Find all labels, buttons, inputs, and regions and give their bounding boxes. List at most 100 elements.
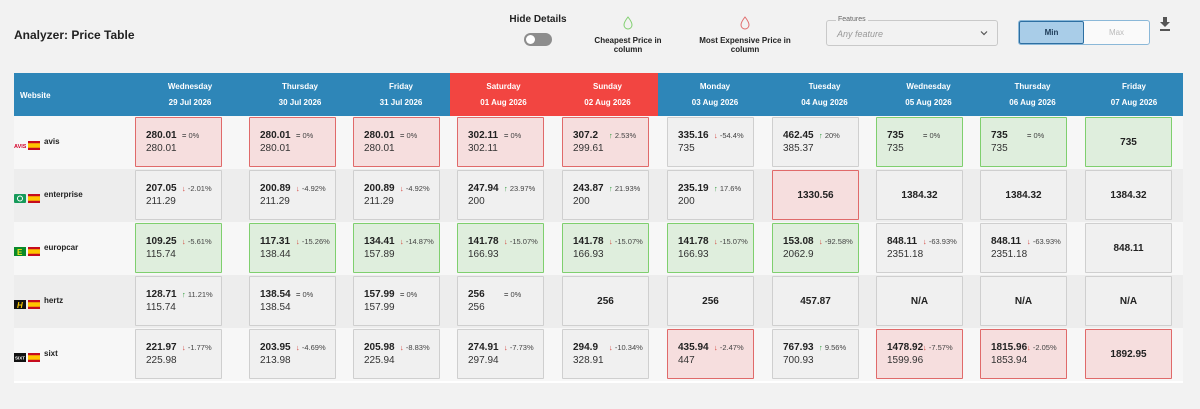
price-change-value: -15.26% <box>301 237 330 246</box>
price-cell[interactable]: 1384.32 <box>876 170 963 220</box>
column-day: Friday <box>388 82 413 91</box>
price-cell[interactable]: 134.41 157.89 ↓ -14.87% <box>353 223 440 273</box>
previous-price: 157.99 <box>364 302 395 313</box>
price-cell[interactable]: 153.08 2062.9 ↓ -92.58% <box>772 223 859 273</box>
price-cell[interactable]: 200.89 211.29 ↓ -4.92% <box>353 170 440 220</box>
price-cell[interactable]: 1892.95 <box>1085 329 1172 379</box>
price-cell[interactable]: 457.87 <box>772 276 859 326</box>
price-change: ↑ 20% <box>819 131 840 140</box>
previous-price: 280.01 <box>364 143 395 154</box>
price-cell[interactable]: 302.11 302.11 = 0% <box>457 117 544 167</box>
previous-price: 166.93 <box>678 249 709 260</box>
price-cell[interactable]: 200.89 211.29 ↓ -4.92% <box>249 170 336 220</box>
download-icon[interactable] <box>1158 16 1172 32</box>
min-button[interactable]: Min <box>1019 21 1085 44</box>
price-change: ↓ -63.93% <box>1027 237 1061 246</box>
previous-price: 166.93 <box>468 249 499 260</box>
features-dropdown[interactable]: Any feature <box>826 20 998 46</box>
price-cell[interactable]: 203.95 213.98 ↓ -4.69% <box>249 329 336 379</box>
price-change-value: -54.4% <box>719 131 744 140</box>
arrow-down-icon: ↓ <box>714 131 720 140</box>
price-cell[interactable]: 138.54 138.54 = 0% <box>249 276 336 326</box>
price-cell[interactable]: 205.98 225.94 ↓ -8.83% <box>353 329 440 379</box>
price-cell[interactable]: 735 <box>1085 117 1172 167</box>
price-value: 235.19 <box>678 183 709 194</box>
equal-icon: = <box>296 290 303 299</box>
price-cell[interactable]: 256 <box>667 276 754 326</box>
price-cell[interactable]: 335.16 735 ↓ -54.4% <box>667 117 754 167</box>
equal-icon: = <box>182 131 189 140</box>
price-value: 1330.56 <box>797 190 834 201</box>
price-cell[interactable]: 280.01 280.01 = 0% <box>135 117 222 167</box>
price-cell[interactable]: 256 <box>562 276 649 326</box>
price-cell[interactable]: N/A <box>980 276 1067 326</box>
min-max-toggle[interactable]: Min Max <box>1018 20 1150 45</box>
price-cell[interactable]: 157.99 157.99 = 0% <box>353 276 440 326</box>
price-cell[interactable]: 256 256 = 0% <box>457 276 544 326</box>
price-cell[interactable]: 221.97 225.98 ↓ -1.77% <box>135 329 222 379</box>
price-cell[interactable]: 735 735 = 0% <box>980 117 1067 167</box>
price-cell[interactable]: 280.01 280.01 = 0% <box>249 117 336 167</box>
price-value: 280.01 <box>146 130 177 141</box>
price-cell[interactable]: 1478.92 1599.96 ↓ -7.57% <box>876 329 963 379</box>
arrow-down-icon: ↓ <box>400 237 406 246</box>
column-day: Thursday <box>281 82 318 91</box>
price-cell[interactable]: 848.11 2351.18 ↓ -63.93% <box>980 223 1067 273</box>
price-value: 1478.92 <box>887 342 924 353</box>
website-name: hertz <box>44 296 64 305</box>
chevron-down-icon <box>980 31 988 36</box>
price-change-value: 17.6% <box>719 184 742 193</box>
price-cell[interactable]: 207.05 211.29 ↓ -2.01% <box>135 170 222 220</box>
price-cell[interactable]: 735 735 = 0% <box>876 117 963 167</box>
max-button[interactable]: Max <box>1108 28 1125 37</box>
price-cell[interactable]: 294.9 328.91 ↓ -10.34% <box>562 329 649 379</box>
price-cell[interactable]: 848.11 2351.18 ↓ -63.93% <box>876 223 963 273</box>
hertz-logo-icon: H <box>14 296 26 310</box>
price-value: 1384.32 <box>1005 190 1042 201</box>
price-cell[interactable]: 848.11 <box>1085 223 1172 273</box>
price-cell[interactable]: 462.45 385.37 ↑ 20% <box>772 117 859 167</box>
equal-icon: = <box>1027 131 1034 140</box>
price-change: ↑ 23.97% <box>504 184 535 193</box>
price-cell[interactable]: 141.78 166.93 ↓ -15.07% <box>457 223 544 273</box>
arrow-down-icon: ↓ <box>609 237 615 246</box>
price-cell[interactable]: 435.94 447 ↓ -2.47% <box>667 329 754 379</box>
equal-icon: = <box>400 290 407 299</box>
price-cell[interactable]: 235.19 200 ↑ 17.6% <box>667 170 754 220</box>
price-value: 1384.32 <box>1110 190 1147 201</box>
price-cell[interactable]: 117.31 138.44 ↓ -15.26% <box>249 223 336 273</box>
hide-details-toggle[interactable] <box>524 33 552 46</box>
website-cell: AVIS avis <box>14 116 114 169</box>
price-cell[interactable]: 1384.32 <box>980 170 1067 220</box>
price-cell[interactable]: N/A <box>876 276 963 326</box>
price-cell[interactable]: 274.91 297.94 ↓ -7.73% <box>457 329 544 379</box>
price-cell[interactable]: 243.87 200 ↑ 21.93% <box>562 170 649 220</box>
price-cell[interactable]: 767.93 700.93 ↑ 9.56% <box>772 329 859 379</box>
price-cell[interactable]: 1330.56 <box>772 170 859 220</box>
price-cell[interactable]: 1815.96 1853.94 ↓ -2.05% <box>980 329 1067 379</box>
price-cell[interactable]: 280.01 280.01 = 0% <box>353 117 440 167</box>
price-value: 294.9 <box>573 342 599 353</box>
price-cell[interactable]: 247.94 200 ↑ 23.97% <box>457 170 544 220</box>
price-cell[interactable]: N/A <box>1085 276 1172 326</box>
price-cell[interactable]: 141.78 166.93 ↓ -15.07% <box>667 223 754 273</box>
column-header: Friday 31 Jul 2026 <box>352 73 450 116</box>
previous-price: 138.54 <box>260 302 291 313</box>
price-cell[interactable]: 128.71 115.74 ↑ 11.21% <box>135 276 222 326</box>
column-header: Monday 03 Aug 2026 <box>658 73 772 116</box>
price-cell[interactable]: 1384.32 <box>1085 170 1172 220</box>
price-change: ↓ -2.47% <box>714 343 744 352</box>
price-change-value: -2.47% <box>719 343 744 352</box>
price-change-value: 20% <box>824 131 840 140</box>
price-change-value: -1.77% <box>187 343 212 352</box>
price-change-value: 23.97% <box>509 184 536 193</box>
arrow-down-icon: ↓ <box>609 343 615 352</box>
price-cell[interactable]: 141.78 166.93 ↓ -15.07% <box>562 223 649 273</box>
price-change: ↓ -92.58% <box>819 237 853 246</box>
price-cell[interactable]: 307.2 299.61 ↑ 2.53% <box>562 117 649 167</box>
price-change-value: -10.34% <box>614 343 643 352</box>
price-change-value: -15.07% <box>719 237 748 246</box>
price-cell[interactable]: 109.25 115.74 ↓ -5.61% <box>135 223 222 273</box>
